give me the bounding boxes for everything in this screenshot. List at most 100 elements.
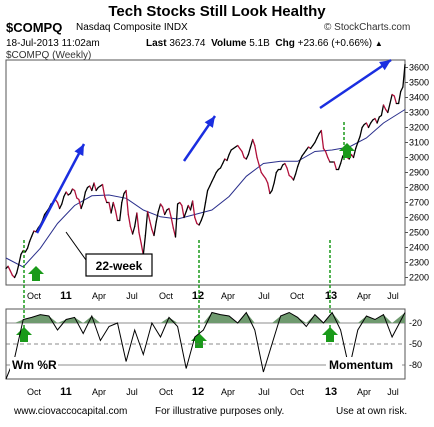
price-segment	[222, 158, 226, 165]
price-segment	[200, 213, 205, 222]
price-ytick-label: 3000	[409, 153, 429, 163]
price-segment	[352, 147, 357, 159]
buy-signal-arrow-icon	[28, 266, 44, 281]
price-segment	[254, 144, 258, 159]
price-segment	[35, 227, 39, 233]
price-segment	[194, 216, 198, 225]
indicator-xtick-label: Oct	[290, 387, 305, 397]
price-xtick-label: 11	[60, 290, 72, 302]
price-segment	[299, 155, 303, 162]
price-segment	[63, 191, 67, 198]
indicator-xtick-label: 12	[192, 386, 204, 398]
price-segment	[181, 204, 185, 219]
indicator-label-backdrop	[10, 357, 58, 372]
price-segment	[292, 173, 297, 181]
ticker-symbol: $COMPQ	[6, 20, 63, 35]
ma-label: 22-week	[96, 259, 143, 273]
price-ytick-label: 3400	[409, 93, 429, 103]
price-segment	[249, 138, 254, 148]
price-segment	[380, 104, 385, 117]
price-segment	[314, 137, 318, 144]
price-segment	[294, 165, 299, 175]
price-segment	[286, 167, 290, 177]
price-segment	[13, 272, 18, 279]
price-segment	[339, 155, 344, 165]
price-segment	[136, 212, 140, 234]
price-segment	[297, 159, 301, 168]
price-segment	[228, 149, 232, 156]
price-segment	[202, 201, 207, 216]
price-segment	[185, 204, 189, 213]
momentum-label: Momentum	[329, 358, 393, 372]
price-segment	[273, 171, 277, 184]
quote-line: Last 3623.74 Volume 5.1B Chg +23.66 (+0.…	[146, 38, 383, 49]
price-segment	[18, 253, 22, 265]
trend-arrow-icon	[204, 116, 215, 128]
price-segment	[333, 161, 338, 171]
indicator-xtick-label: Jul	[387, 387, 399, 397]
indicator-label: Wm %R	[12, 358, 57, 372]
indicator-ytick-label: -80	[409, 360, 422, 370]
price-xtick-label: 12	[192, 290, 204, 302]
price-segment	[279, 164, 284, 171]
price-segment	[264, 177, 269, 184]
price-segment	[69, 188, 74, 195]
price-segment	[382, 104, 387, 111]
price-segment	[58, 203, 63, 210]
last-value: 3623.74	[169, 38, 206, 49]
indicator-line	[5, 311, 406, 380]
price-segment	[121, 192, 125, 204]
price-segment	[16, 263, 20, 274]
price-segment	[400, 86, 404, 93]
price-segment	[161, 206, 166, 216]
price-ytick-label: 3300	[409, 108, 429, 118]
price-segment	[157, 203, 162, 213]
price-segment	[73, 189, 78, 199]
price-segment	[324, 150, 329, 159]
price-segment	[80, 201, 84, 210]
price-segment	[387, 102, 391, 114]
price-segment	[256, 156, 260, 166]
last-label: Last	[146, 38, 167, 49]
price-segment	[7, 265, 11, 272]
price-segment	[204, 189, 209, 204]
indicator-ytick-label: -50	[409, 339, 422, 349]
footer-website: www.ciovaccocapital.com	[14, 406, 128, 417]
price-segment	[93, 182, 97, 192]
price-segment	[271, 182, 275, 192]
indicator-xtick-label: Apr	[357, 387, 371, 397]
price-segment	[104, 195, 108, 204]
price-segment	[337, 162, 342, 171]
price-segment	[247, 146, 252, 156]
indicator-xtick-label: Jul	[258, 387, 270, 397]
buy-signal-arrow-icon	[322, 327, 338, 342]
price-segment	[206, 185, 211, 192]
trend-arrow-shaft	[319, 58, 392, 110]
price-segment	[355, 141, 359, 150]
price-segment	[198, 219, 202, 226]
indicator-xtick-label: Jul	[126, 387, 138, 397]
trend-arrow-icon	[379, 60, 391, 71]
chg-label: Chg	[275, 38, 295, 49]
chart-subtitle: $COMPQ (Weekly)	[6, 50, 92, 61]
ma-label-box	[85, 253, 153, 277]
price-segment	[119, 201, 123, 222]
price-ytick-label: 2400	[409, 243, 429, 253]
price-segment	[359, 126, 363, 138]
price-segment	[61, 195, 65, 205]
price-segment	[393, 95, 398, 105]
price-xtick-label: Apr	[221, 291, 235, 301]
price-segment	[316, 132, 320, 139]
price-segment	[153, 221, 157, 237]
price-xtick-label: Oct	[159, 291, 174, 301]
price-segment	[245, 153, 250, 160]
price-segment	[20, 249, 24, 255]
price-ytick-label: 2500	[409, 228, 429, 238]
price-segment	[209, 180, 213, 187]
price-segment	[131, 225, 136, 235]
price-segment	[146, 210, 151, 222]
price-xtick-label: Apr	[357, 291, 371, 301]
buy-signal-arrow-icon	[339, 143, 355, 158]
price-segment	[142, 234, 147, 256]
